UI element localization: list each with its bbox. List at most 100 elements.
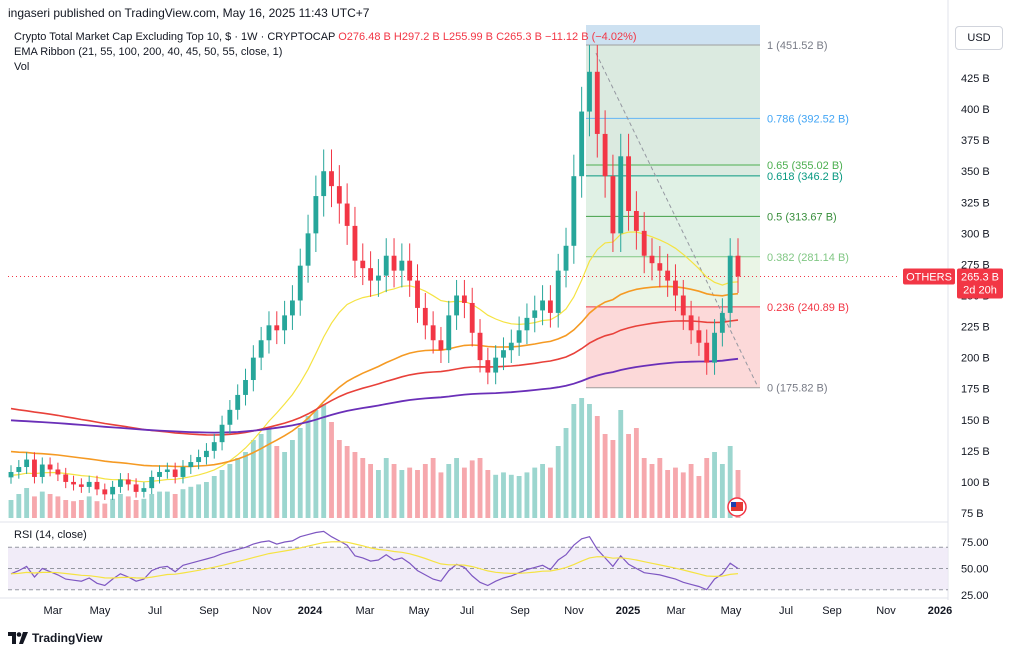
volume-bar	[516, 476, 522, 518]
candle-body	[407, 260, 413, 281]
volume-legend[interactable]: Vol	[14, 61, 30, 73]
price-tick-label: 225 B	[961, 322, 990, 334]
volume-bar	[141, 498, 147, 518]
candle-body	[157, 471, 162, 477]
volume-bar	[446, 464, 452, 518]
ema-55-line	[10, 285, 739, 468]
volume-bar	[563, 428, 569, 518]
candle-body	[227, 409, 233, 425]
volume-bar	[352, 452, 358, 518]
candle-body	[477, 332, 483, 361]
volume-bar	[547, 467, 553, 518]
candle-body	[485, 360, 491, 373]
fib-label-1: 1 (451.52 B)	[767, 40, 828, 52]
price-tick-label: 275 B	[961, 259, 990, 271]
rsi-tick-label: 25.00	[961, 590, 989, 602]
candle-body	[673, 280, 678, 296]
volume-bar	[407, 467, 413, 518]
candle-body	[39, 464, 45, 477]
time-tick-label: Mar	[356, 605, 375, 617]
candle-body	[415, 280, 420, 308]
candle-body	[547, 300, 553, 313]
brand-name: TradingView	[32, 631, 103, 645]
volume-bar	[297, 428, 303, 518]
time-tick-label: Mar	[667, 605, 686, 617]
candle-body	[305, 233, 311, 266]
volume-bar	[422, 464, 428, 518]
volume-bar	[454, 458, 460, 518]
candle-body	[141, 488, 147, 492]
candle-body	[289, 300, 295, 316]
volume-bar	[94, 501, 100, 518]
price-tag-countdown: 2d 20h	[963, 284, 997, 296]
volume-bar	[188, 486, 194, 518]
legend-title-row[interactable]: Crypto Total Market Cap Excluding Top 10…	[14, 30, 637, 45]
fib-zone-bottom	[586, 306, 760, 388]
chart-legend: Crypto Total Market Cap Excluding Top 10…	[14, 30, 637, 75]
symbol-tag	[903, 268, 955, 285]
rsi-tick-label: 75.00	[961, 537, 989, 549]
time-tick-label: Nov	[252, 605, 272, 617]
volume-bar	[649, 464, 655, 518]
price-tick-label: 125 B	[961, 446, 990, 458]
volume-bar	[657, 458, 663, 518]
time-tick-label: Jul	[148, 605, 162, 617]
time-tick-label: Sep	[199, 605, 219, 617]
volume-bar	[149, 494, 155, 518]
volume-bar	[266, 428, 272, 518]
volume-bar	[712, 452, 717, 518]
candle-body	[24, 459, 30, 468]
volume-bar	[180, 489, 186, 518]
candle-body	[469, 302, 475, 333]
volume-bar	[719, 464, 725, 518]
currency-button[interactable]: USD	[955, 26, 1003, 50]
volume-bar	[164, 491, 170, 518]
time-axis: Mar May Jul Sep Nov 2024 Mar May Jul Sep Nov 2025 Ma…	[0, 597, 952, 617]
candle-body	[383, 255, 389, 276]
candle-body	[633, 210, 639, 231]
candle-body	[188, 462, 194, 468]
candle-body	[665, 270, 671, 281]
time-tick-label: Nov	[876, 605, 896, 617]
candle-body	[422, 307, 428, 326]
volume-bars	[8, 398, 741, 518]
symbol-tag-label: OTHERS	[906, 271, 952, 283]
ema-200-line	[10, 357, 739, 434]
candle-body	[180, 467, 186, 477]
candle-body	[63, 474, 69, 482]
candle-body	[587, 71, 592, 112]
ema-ribbon-legend[interactable]: EMA Ribbon (21, 55, 100, 200, 40, 45, 50…	[14, 46, 283, 58]
volume-bar	[493, 474, 499, 518]
volume-bar	[415, 470, 420, 518]
volume-bar	[727, 446, 733, 518]
time-tick-label: May	[721, 605, 742, 617]
volume-bar	[8, 500, 14, 518]
fib-top-zone	[586, 25, 760, 46]
volume-bar	[579, 398, 585, 518]
last-price-tag: OTHERS 265.3 B2d 20h	[727, 268, 1003, 517]
candle-body	[735, 255, 741, 277]
candle-body	[579, 111, 585, 177]
candle-body	[78, 484, 84, 487]
candle-body	[55, 469, 61, 475]
time-tick-label: Sep	[822, 605, 842, 617]
flag-canton	[731, 502, 736, 507]
volume-bar	[133, 500, 139, 518]
candle-body	[211, 442, 217, 451]
candle-body	[110, 486, 116, 495]
candle-body	[696, 330, 702, 343]
candle-body	[610, 176, 616, 234]
volume-bar	[477, 458, 483, 518]
volume-bar	[540, 464, 545, 518]
candle-body	[266, 325, 272, 341]
candle-body	[555, 270, 561, 313]
rsi-label: RSI (14, close)	[14, 529, 87, 541]
candle-body	[688, 315, 694, 331]
volume-bar	[469, 460, 475, 518]
candle-body	[219, 424, 225, 443]
volume-bar	[110, 498, 116, 518]
candle-body	[149, 476, 155, 489]
candle-body	[461, 295, 467, 303]
volume-bar	[219, 470, 225, 518]
